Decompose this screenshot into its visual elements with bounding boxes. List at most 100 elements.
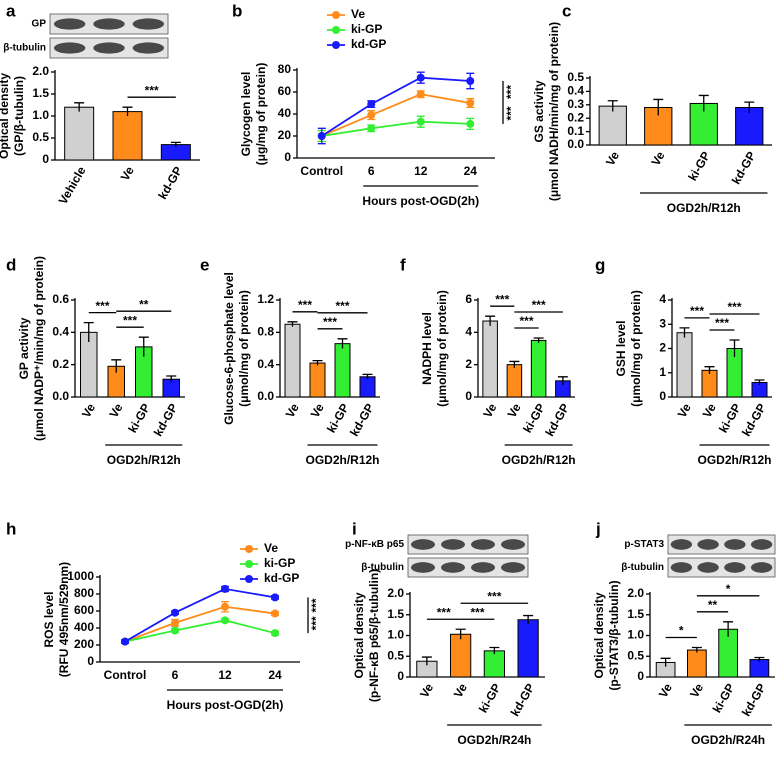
blot-band bbox=[501, 539, 525, 550]
x-tick-label: 24 bbox=[464, 164, 478, 178]
y-tick-label: 0.5 bbox=[627, 648, 644, 662]
blot-band bbox=[93, 18, 125, 30]
y-tick-label: 0.5 bbox=[567, 70, 584, 84]
blot-label: β-tubulin bbox=[361, 562, 404, 573]
panel-letter: a bbox=[6, 1, 16, 20]
point bbox=[221, 602, 229, 611]
error-bar bbox=[557, 376, 568, 385]
y-tick-label: 0.4 bbox=[567, 84, 584, 98]
group-label: OGD2h/R12h bbox=[107, 453, 181, 467]
error-bar bbox=[421, 656, 432, 666]
x-tick-label: Control bbox=[104, 668, 147, 682]
bar bbox=[450, 633, 472, 678]
blot-band bbox=[471, 539, 495, 550]
y-tick-label: 1 bbox=[659, 365, 666, 379]
y-tick-label: 6 bbox=[465, 292, 472, 306]
x-axis-label: Hours post-OGD(2h) bbox=[167, 698, 284, 712]
group-label: OGD2h/R12h bbox=[667, 201, 741, 215]
y-axis-label: Glycogen level bbox=[239, 72, 253, 157]
panel-letter: i bbox=[352, 519, 357, 538]
y-axis-label: Glucose-6-phosphate level bbox=[222, 272, 236, 425]
significance-label: *** bbox=[95, 299, 109, 313]
point bbox=[271, 629, 279, 638]
x-tick-label: 12 bbox=[218, 668, 232, 682]
x-tick-label: ki-GP bbox=[710, 681, 738, 715]
blot-band bbox=[724, 539, 746, 550]
error-bar bbox=[170, 141, 181, 147]
y-tick-label: 0.0 bbox=[257, 389, 274, 403]
point bbox=[171, 608, 179, 617]
x-tick-label: Ve bbox=[79, 401, 98, 420]
legend-label: ki-GP bbox=[264, 556, 295, 570]
group-label: OGD2h/R12h bbox=[502, 453, 576, 467]
y-tick-label: 0 bbox=[42, 152, 49, 166]
point bbox=[171, 618, 179, 627]
blot-band bbox=[132, 18, 165, 30]
y-axis-label: Optical density bbox=[592, 592, 606, 678]
blot-band bbox=[93, 42, 125, 54]
y-axis-label: (μmol NADH/min/mg of protein) bbox=[547, 22, 561, 201]
x-tick-label: ki-GP bbox=[125, 401, 153, 435]
x-tick-label: Ve bbox=[648, 149, 667, 168]
point bbox=[221, 584, 229, 593]
significance-label: * bbox=[726, 582, 731, 596]
error-bar bbox=[122, 106, 133, 116]
y-tick-label: 60 bbox=[278, 84, 292, 98]
x-tick-label: kd-GP bbox=[155, 164, 185, 202]
point bbox=[317, 132, 326, 140]
y-tick-label: 0.0 bbox=[567, 137, 584, 151]
blot-strip bbox=[407, 557, 529, 578]
y-tick-label: 1.0 bbox=[387, 628, 404, 642]
y-tick-label: 20 bbox=[278, 128, 292, 142]
error-bar bbox=[509, 360, 520, 368]
error-bar bbox=[362, 373, 373, 380]
blot-label: β-tubulin bbox=[3, 43, 46, 54]
x-tick-label: Ve bbox=[505, 401, 524, 420]
point bbox=[367, 100, 376, 109]
error-bar bbox=[523, 614, 534, 624]
significance-label: *** bbox=[487, 589, 501, 603]
legend-label: Ve bbox=[264, 541, 278, 555]
error-bar bbox=[744, 101, 755, 113]
x-tick-label: 24 bbox=[268, 668, 282, 682]
significance-label: *** bbox=[504, 85, 518, 99]
panel-letter: c bbox=[562, 1, 571, 20]
point bbox=[416, 117, 425, 126]
y-tick-label: 0 bbox=[284, 150, 291, 164]
error-bar bbox=[698, 94, 709, 112]
y-tick-label: 1.2 bbox=[257, 292, 274, 306]
point bbox=[221, 616, 229, 625]
legend-label: ki-GP bbox=[351, 22, 382, 36]
panel-letter: d bbox=[6, 255, 16, 274]
error-bar bbox=[754, 656, 765, 662]
bar bbox=[482, 320, 498, 398]
blot-label: β-tubulin bbox=[621, 562, 664, 573]
y-tick-label: 4 bbox=[465, 325, 472, 339]
point bbox=[466, 119, 475, 128]
y-axis-label: NADPH level bbox=[420, 312, 434, 385]
point bbox=[367, 111, 376, 120]
point bbox=[171, 626, 179, 635]
x-tick-label: kd-GP bbox=[739, 681, 769, 719]
x-tick-label: Ve bbox=[308, 401, 327, 420]
blot-strip bbox=[667, 534, 776, 555]
panel-letter: f bbox=[400, 255, 406, 274]
x-tick-label: Ve bbox=[417, 681, 436, 700]
legend-marker bbox=[245, 560, 253, 568]
x-tick-label: kd-GP bbox=[729, 149, 759, 187]
significance-label: *** bbox=[690, 304, 704, 318]
blot-band bbox=[670, 539, 693, 550]
y-tick-label: 1.5 bbox=[32, 86, 49, 100]
series-line bbox=[124, 605, 276, 643]
y-tick-label: 2 bbox=[659, 341, 666, 355]
y-tick-label: 0.4 bbox=[257, 357, 274, 371]
y-tick-label: 0 bbox=[397, 669, 404, 683]
y-tick-label: 0 bbox=[465, 389, 472, 403]
point bbox=[466, 77, 475, 85]
significance-label: *** bbox=[323, 315, 337, 329]
legend-label: kd-GP bbox=[351, 37, 386, 51]
x-tick-label: Vehicle bbox=[56, 164, 89, 207]
y-tick-label: 600 bbox=[74, 603, 94, 617]
x-tick-label: Ve bbox=[480, 401, 499, 420]
error-bar bbox=[74, 102, 85, 112]
